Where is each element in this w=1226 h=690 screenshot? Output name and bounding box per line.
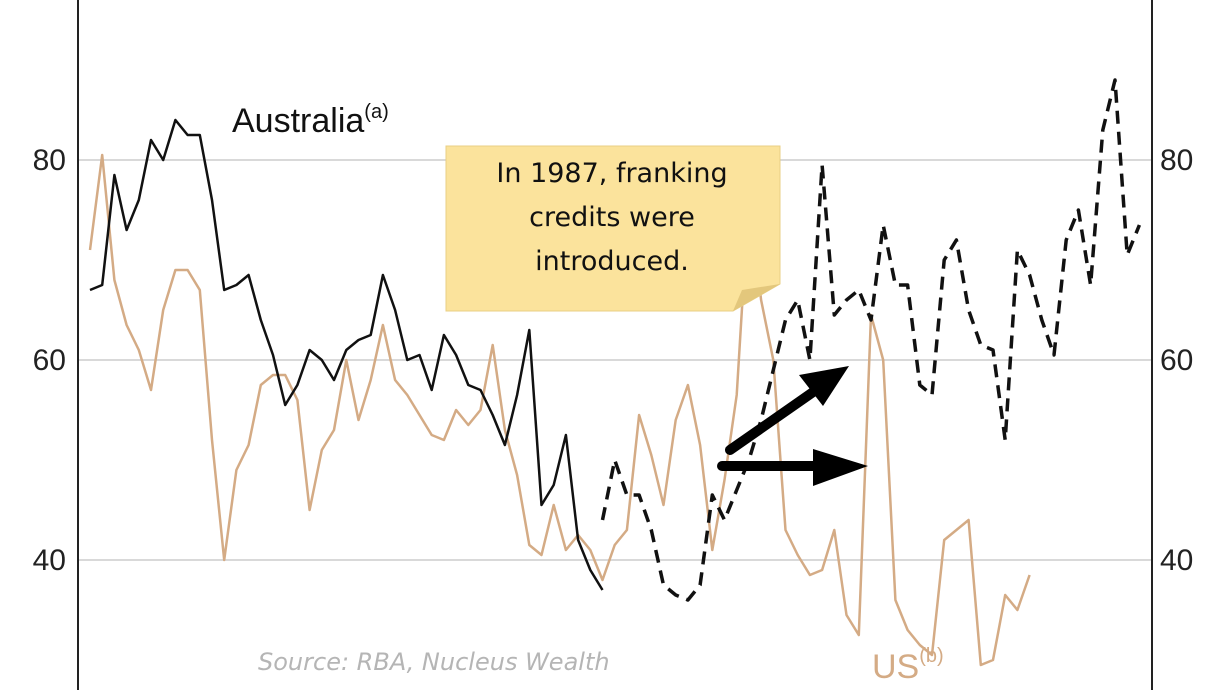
- australia-dashed-line: [600, 78, 1142, 602]
- y-tick-right-60: 60: [1160, 344, 1193, 377]
- right-tick-labels: 40 60 80: [1160, 144, 1193, 577]
- series-name-australia: Australia: [232, 102, 364, 140]
- y-tick-left-80: 80: [33, 144, 66, 177]
- arrow-up-head: [799, 366, 849, 406]
- note-line-2: credits were: [529, 202, 695, 233]
- series-name-us: US: [872, 648, 919, 686]
- left-tick-labels: 40 60 80: [33, 144, 66, 577]
- sticky-note: In 1987, franking credits were introduce…: [445, 145, 781, 312]
- arrow-right-head: [813, 449, 868, 486]
- y-tick-right-80: 80: [1160, 144, 1193, 177]
- note-line-1: In 1987, franking: [496, 158, 727, 189]
- series-australia: [89, 118, 604, 591]
- series-australia-dashed: [600, 78, 1142, 602]
- series-label-us: US(b): [872, 645, 944, 686]
- y-tick-right-40: 40: [1160, 544, 1193, 577]
- series-label-australia: Australia(a): [232, 101, 389, 140]
- series-us: [88, 153, 1031, 667]
- y-tick-left-40: 40: [33, 544, 66, 577]
- series-sup-us: (b): [919, 645, 943, 667]
- y-tick-left-60: 60: [33, 344, 66, 377]
- arrow-right: [717, 449, 868, 486]
- arrow-up: [725, 366, 849, 455]
- series-sup-australia: (a): [364, 101, 388, 123]
- note-line-3: introduced.: [535, 246, 689, 277]
- source-note: Source: RBA, Nucleus Wealth: [258, 648, 610, 676]
- sticky-note-fold: [733, 284, 780, 311]
- arrow-up-shaft: [725, 378, 831, 455]
- australia-line: [89, 118, 604, 591]
- us-line: [88, 153, 1031, 667]
